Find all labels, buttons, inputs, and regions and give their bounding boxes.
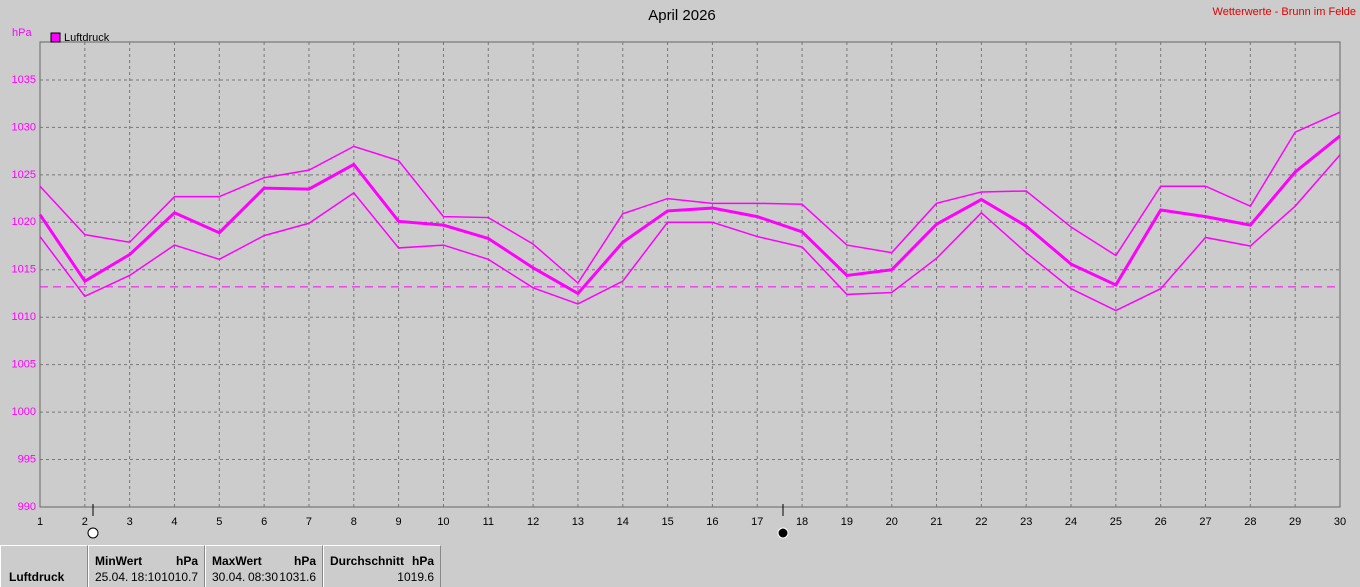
max-unit: hPa [293,554,316,568]
chart-title: April 2026 [648,7,716,24]
x-tick-label: 9 [396,516,402,528]
avg-title: Durchschnitt [330,554,405,568]
min-time: 18:10 [131,570,162,584]
y-tick-label: 1035 [12,74,36,86]
y-tick-label: 1030 [12,121,36,133]
min-title: MinWert [95,554,143,568]
x-tick-label: 22 [975,516,987,528]
plot-area [39,41,1341,508]
chart: April 2026 Wetterwerte - Brunn im Felde … [12,6,1356,539]
legend-swatch [50,32,61,43]
series-line [39,111,1341,285]
y-tick-label: 1000 [12,406,36,418]
avg-value: 1019.6 [397,570,434,584]
x-tick-label: 25 [1110,516,1122,528]
legend-label: Luftdruck [64,32,110,44]
x-tick-label: 23 [1020,516,1032,528]
x-tick-label: 20 [886,516,898,528]
y-tick-label: 1010 [12,311,36,323]
x-tick-label: 16 [706,516,718,528]
min-unit: hPa [175,554,198,568]
max-value: 1031.6 [279,570,316,584]
moon-icon [87,527,99,539]
y-tick-label: 1015 [12,264,36,276]
source: Wetterwerte - Brunn im Felde [1213,6,1356,18]
y-tick-label: 1020 [12,216,36,228]
x-tick-label: 8 [351,516,357,528]
x-tick-label: 4 [171,516,177,528]
y-tick-label: 995 [18,453,36,465]
x-tick-label: 1 [37,516,43,528]
x-tick-label: 7 [306,516,312,528]
summary-cell: Durchschnitt hPa 1019.6 [323,545,441,587]
x-tick-label: 17 [751,516,763,528]
summary-cell: MinWert hPa 25.04. 18:10 1010.7 [88,545,205,587]
avg-unit: hPa [411,554,434,568]
x-tick-label: 3 [127,516,133,528]
x-tick-label: 10 [437,516,449,528]
moon-icon [777,527,789,539]
summary-label: Luftdruck [9,570,65,584]
x-tick-label: 27 [1199,516,1211,528]
max-date: 30.04. [212,570,246,584]
x-tick-label: 6 [261,516,267,528]
x-tick-label: 12 [527,516,539,528]
x-tick-label: 14 [617,516,629,528]
min-value: 1010.7 [161,570,198,584]
x-tick-label: 11 [483,516,494,528]
series-line [38,134,1341,296]
x-tick-label: 26 [1155,516,1167,528]
y-tick-label: 990 [18,501,36,513]
series-line [39,154,1341,312]
y-tick-label: 1005 [12,359,36,371]
max-time: 08:30 [248,570,279,584]
x-tick-label: 13 [572,516,584,528]
x-tick-label: 24 [1065,516,1077,528]
x-tick-label: 21 [930,516,942,528]
x-tick-label: 2 [82,516,88,528]
max-title: MaxWert [212,554,262,568]
x-tick-label: 15 [661,516,673,528]
x-tick-label: 19 [841,516,853,528]
x-tick-label: 30 [1334,516,1346,528]
x-tick-label: 18 [796,516,808,528]
x-tick-label: 5 [216,516,222,528]
x-tick-label: 28 [1244,516,1256,528]
y-tick-label: 1025 [12,169,36,181]
y-unit: hPa [12,27,32,39]
summary-cell: MaxWert hPa 30.04. 08:30 1031.6 [205,545,323,587]
min-date: 25.04. [95,570,129,584]
summary-cell: Luftdruck [0,545,88,587]
x-tick-label: 29 [1289,516,1301,528]
